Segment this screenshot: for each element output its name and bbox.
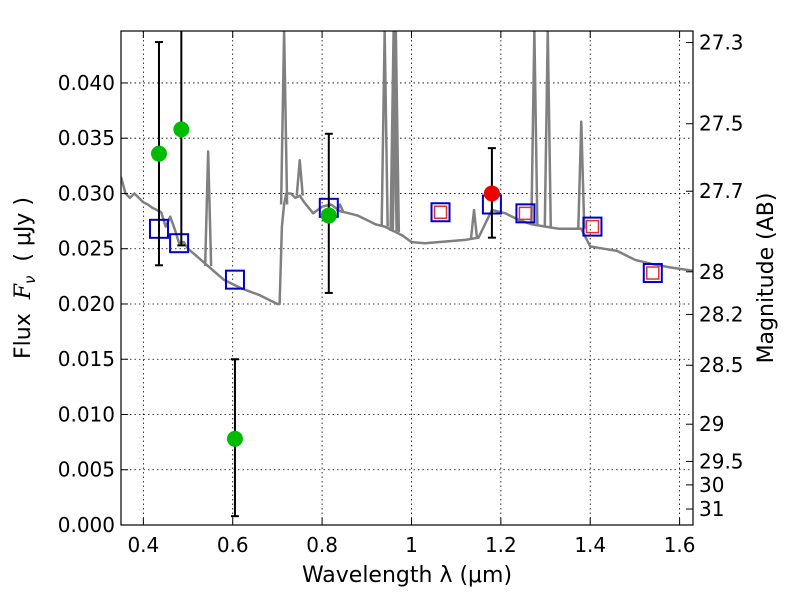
x-axis-title: Wavelength λ (μm) [302,563,512,588]
y-axis-title-symbol: F [11,283,36,300]
grid-lines [121,31,693,526]
spectrum-line [121,176,693,306]
y-tick-label: 0.010 [58,402,115,426]
emission-line-spike [577,120,586,229]
small-photometry-square [646,266,660,280]
y-tick-label: 0.040 [58,71,115,95]
y2-tick-label: 28 [699,260,724,284]
x-tick-label: 1 [405,533,418,557]
small-photometry-square [433,205,448,219]
observed-flux-point [226,430,243,447]
x-tick-label: 0.8 [306,533,338,557]
y2-tick-label: 27.5 [699,112,744,136]
y-tick-label: 0.035 [58,126,115,150]
y2-axis-title: Magnitude (AB) [754,193,779,364]
y-axis-title-subscript: ν [21,276,39,284]
emission-line-spike [391,31,401,233]
x-tick-label: 0.6 [217,533,249,557]
y-tick-label: 0.030 [58,181,115,205]
model-photometry-square [582,216,603,237]
plot-data [121,31,693,306]
emission-line-spike [203,150,213,267]
observed-flux-point [173,121,190,138]
model-photometry-square [642,263,663,284]
axis-ticks: 0.4 0.6 0.8 1 1.2 1.4 1.6 0.000 0.005 0.010 0.015 0… [58,31,744,557]
emission-line-spike [380,31,389,227]
y-tick-label: 0.025 [58,237,115,261]
emission-line-spike [295,159,304,196]
y2-tick-label: 28.5 [699,353,744,377]
model-photometry-square [224,269,245,290]
x-tick-label: 0.4 [127,533,159,557]
x-tick-label: 1.2 [485,533,517,557]
y2-tick-label: 28.2 [699,302,744,326]
emission-line-spike [389,31,398,232]
y2-tick-label: 29.5 [699,449,744,473]
y-tick-label: 0.005 [58,458,115,482]
y-tick-label: 0.000 [58,513,115,537]
observed-flux-point [320,207,337,224]
y2-tick-label: 27.7 [699,179,744,203]
model-photometry-square [515,203,536,224]
model-photometry-square [169,233,190,254]
plot-frame [120,30,694,526]
y-axis-title: Flux Fν ( μJy ) [11,197,39,359]
x-tick-label: 1.4 [574,533,606,557]
y2-tick-label: 29 [699,412,724,436]
y-axis-title-suffix: ( μJy ) [11,197,36,276]
emission-line-spike [469,208,479,239]
y-tick-label: 0.015 [58,347,115,371]
y2-tick-label: 30 [699,473,724,497]
y2-tick-label: 27.3 [699,31,744,55]
y2-tick-label: 31 [699,497,724,521]
model-photometry-square [430,202,451,223]
y-tick-label: 0.020 [58,292,115,316]
emission-line-spike [279,31,289,205]
x-tick-label: 1.6 [664,533,696,557]
small-photometry-square [518,206,533,221]
emission-line-spike [530,31,539,225]
emission-line-spike [543,31,553,227]
error-bars [150,31,500,518]
observed-flux-point [483,185,500,202]
observed-flux-point [150,145,167,162]
small-photometry-square [585,219,600,234]
y-axis-title-prefix: Flux [11,299,36,359]
